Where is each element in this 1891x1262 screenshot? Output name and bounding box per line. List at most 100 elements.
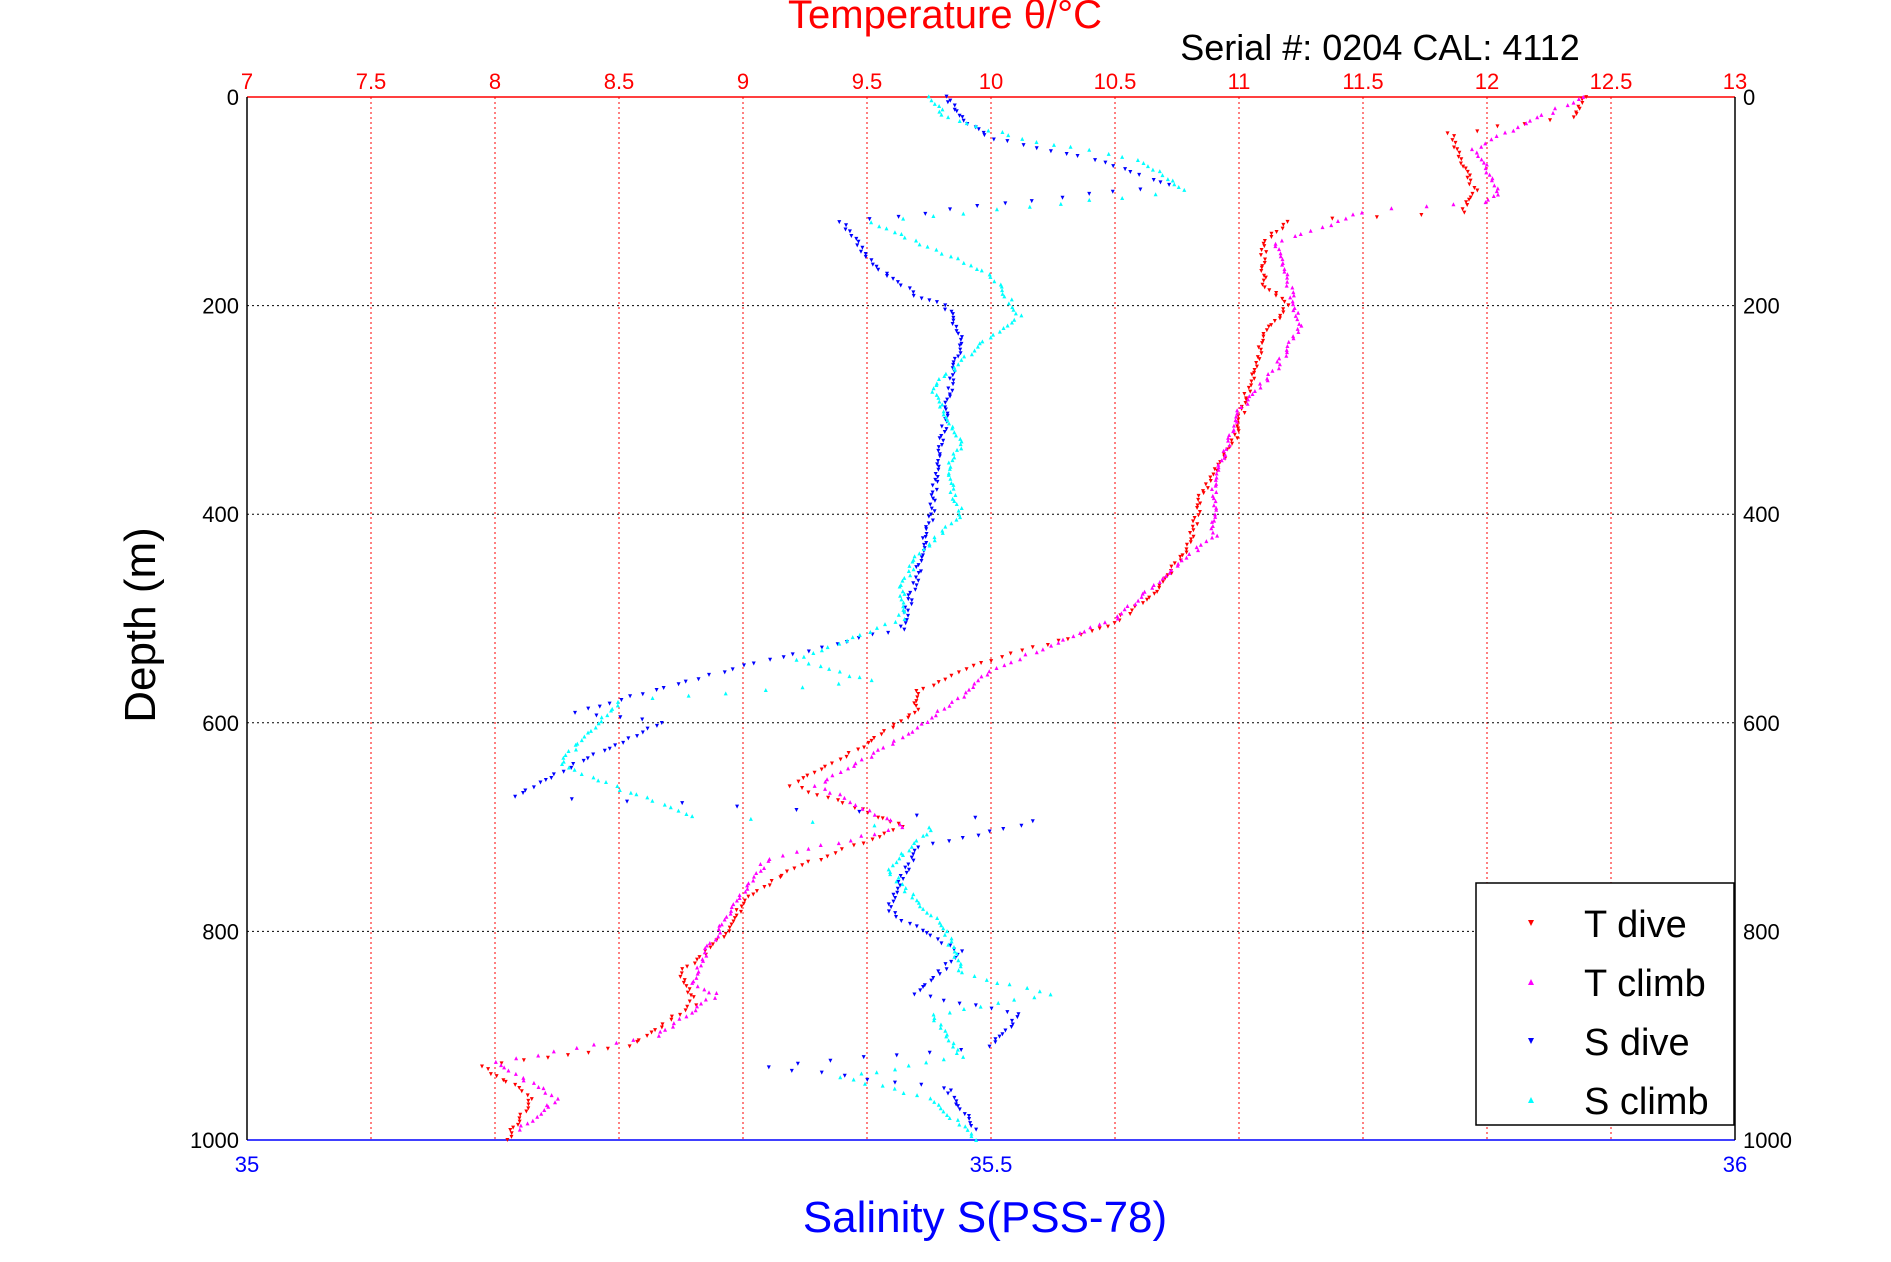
data-point (1198, 542, 1203, 547)
data-point (902, 616, 907, 621)
data-point (621, 740, 626, 745)
data-point (695, 984, 700, 989)
data-point (914, 703, 919, 708)
data-point (952, 365, 957, 370)
data-point (911, 581, 916, 586)
data-point (858, 249, 863, 254)
data-point (875, 747, 880, 752)
data-point (939, 433, 944, 438)
data-point (914, 689, 919, 694)
data-point (806, 859, 811, 864)
data-point (868, 630, 873, 635)
data-point (992, 279, 997, 284)
data-point (877, 835, 882, 840)
data-point (602, 748, 607, 753)
data-point (1157, 579, 1162, 584)
data-point (1458, 161, 1463, 166)
data-point (486, 1067, 491, 1072)
data-point (1005, 139, 1010, 144)
data-point (932, 101, 937, 106)
data-point (1018, 657, 1023, 662)
data-point (974, 1127, 979, 1132)
data-point (932, 509, 937, 514)
data-point (1285, 275, 1290, 280)
data-point (941, 1057, 946, 1062)
data-point (1060, 195, 1065, 200)
data-point (919, 1082, 924, 1087)
data-point (509, 1131, 514, 1136)
data-point (531, 785, 536, 790)
data-point (1003, 201, 1008, 206)
data-point (936, 377, 941, 382)
data-point (1009, 1018, 1014, 1023)
data-point (625, 799, 630, 804)
data-point (963, 690, 968, 695)
data-point (1161, 579, 1166, 584)
data-point (971, 663, 976, 668)
data-point (1419, 213, 1424, 218)
data-point (946, 1038, 951, 1043)
data-point (935, 916, 940, 921)
data-point (860, 245, 865, 250)
data-point (1034, 140, 1039, 145)
data-point (1285, 279, 1290, 284)
data-point (1293, 313, 1298, 318)
data-point (837, 220, 842, 225)
data-point (535, 1114, 540, 1119)
data-point (1196, 493, 1201, 498)
data-point (1484, 170, 1489, 175)
data-point (690, 814, 695, 819)
data-point (942, 429, 947, 434)
data-point (1291, 334, 1296, 339)
data-point (676, 808, 681, 813)
data-point (521, 1058, 526, 1063)
data-point (957, 343, 962, 348)
data-point (942, 706, 947, 711)
data-point (1037, 989, 1042, 994)
temperature-tick-label: 11 (1228, 69, 1251, 94)
data-point (1288, 295, 1293, 300)
data-point (488, 1072, 493, 1077)
data-point (896, 880, 901, 885)
data-point (586, 1050, 591, 1055)
data-point (800, 685, 805, 690)
data-point (671, 1024, 676, 1029)
data-point (1467, 182, 1472, 187)
data-point (1535, 115, 1540, 120)
data-point (1000, 1032, 1005, 1037)
data-point (961, 1006, 966, 1011)
data-point (987, 669, 992, 674)
data-point (1463, 166, 1468, 171)
data-point (1254, 360, 1259, 365)
data-point (653, 1028, 658, 1033)
data-point (1260, 282, 1265, 287)
data-point (924, 931, 929, 936)
data-point (521, 791, 526, 796)
data-point (856, 747, 861, 752)
data-point (1231, 423, 1236, 428)
data-point (906, 593, 911, 598)
data-point (886, 827, 891, 832)
data-point (571, 761, 576, 766)
data-point (861, 841, 866, 846)
data-point (916, 845, 921, 850)
data-point (680, 801, 685, 806)
data-point (951, 360, 956, 365)
data-point (751, 878, 756, 883)
data-point (947, 466, 952, 471)
data-point (984, 977, 989, 982)
data-point (819, 1070, 824, 1075)
data-point (1016, 1012, 1021, 1017)
data-point (825, 777, 830, 782)
data-point (991, 137, 996, 142)
data-point (954, 109, 959, 114)
data-point (678, 974, 683, 979)
temperature-tick-label: 10.5 (1094, 69, 1137, 94)
data-point (1221, 448, 1226, 453)
data-point (936, 459, 941, 464)
data-point (874, 1070, 879, 1075)
series-s-dive (513, 94, 1172, 1132)
data-point (737, 895, 742, 900)
data-point (944, 967, 949, 972)
data-point (815, 793, 820, 798)
